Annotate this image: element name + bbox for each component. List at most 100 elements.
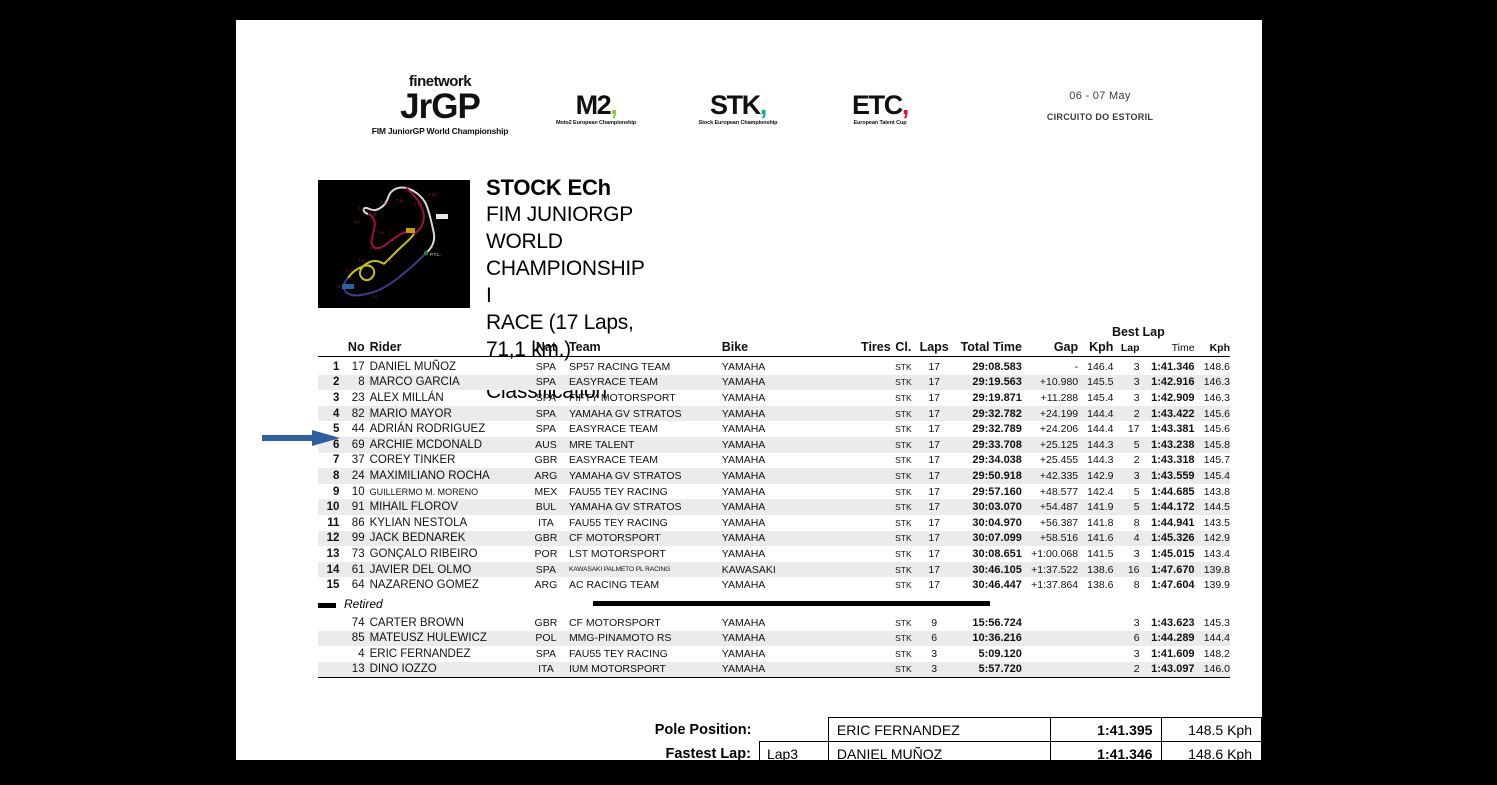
- cell-gap: +1:37.522: [1023, 561, 1083, 578]
- logo-etc-wordmark: ETC,: [852, 90, 909, 120]
- table-head: Best Lap No Rider Nat Team Bike Tires Cl…: [318, 325, 1230, 359]
- cell-bike: YAMAHA: [721, 485, 766, 498]
- cell-nat: ITA: [528, 661, 563, 678]
- pole-position-speed: 148.5 Kph: [1161, 717, 1262, 742]
- table-row[interactable]: 5 44 ADRIÁN RODRIGUEZ SPA EASYRACE TEAM YAMAH…: [318, 421, 1230, 437]
- cell-total-time: 29:33.708: [952, 436, 1024, 453]
- cell-team: AC RACING TEAM: [568, 579, 660, 592]
- cell-bike: YAMAHA: [721, 630, 839, 647]
- svg-text:T 12: T 12: [414, 202, 423, 207]
- cell-number: 13: [344, 661, 370, 678]
- retired-table-row[interactable]: 74 CARTER BROWN GBR CF MOTORSPORT YAMAHA STK 9…: [318, 615, 1230, 631]
- table-row[interactable]: 10 91 MIHAIL FLOROV BUL YAMAHA GV STRATOS YAM…: [318, 499, 1230, 515]
- cell-team: EASYRACE TEAM: [568, 454, 659, 467]
- cell-rider: COREY TINKER: [369, 454, 456, 467]
- cell-number: 91: [344, 499, 370, 515]
- cell-best-lap-time: 1:45.015: [1151, 547, 1195, 560]
- svg-text:T 11: T 11: [396, 198, 404, 203]
- svg-text:T 3: T 3: [358, 258, 364, 263]
- cell-number: 64: [351, 579, 365, 592]
- cell-class: STK: [895, 617, 912, 628]
- pole-position-row: Pole Position: ERIC FERNANDEZ 1:41.395 1…: [634, 717, 1262, 742]
- event-date: 06 - 07 May: [1069, 90, 1131, 102]
- cell-best-lap-time: 1:43.318: [1151, 454, 1195, 467]
- retired-table-row[interactable]: 85 MATEUSZ HULEWICZ POL MMG-PINAMOTO RS YAMA…: [318, 630, 1230, 647]
- cell-bike: YAMAHA: [721, 530, 839, 547]
- table-row[interactable]: 12 99 JACK BEDNAREK GBR CF MOTORSPORT YAMAHA S…: [318, 530, 1230, 547]
- retired-label-cell: Retired: [318, 593, 563, 615]
- cell-tires: [839, 359, 891, 375]
- fastest-lap-time: 1:41.346: [1050, 741, 1163, 766]
- table-row[interactable]: 6 69 ARCHIE MCDONALD AUS MRE TALENT YAMAHA STK…: [318, 436, 1230, 453]
- cell-laps: 17: [916, 561, 953, 578]
- table-row[interactable]: 15 64 NAZARENO GOMEZ ARG AC RACING TEAM YAMAH…: [318, 577, 1230, 593]
- pole-position-time: 1:41.395: [1050, 717, 1163, 742]
- cell-kph: 144.4: [1087, 423, 1114, 436]
- cell-best-lap-time: 1:47.604: [1151, 579, 1195, 592]
- cell-gap: [1024, 615, 1082, 631]
- cell-rider: GUILLERMO M. MORENO: [369, 486, 479, 497]
- cell-kph: 141.5: [1087, 547, 1114, 560]
- classification-table: Best Lap No Rider Nat Team Bike Tires Cl…: [318, 325, 1230, 681]
- cell-number: 73: [351, 547, 365, 560]
- cell-tires: [838, 468, 891, 484]
- cell-kph: [1082, 661, 1114, 678]
- cell-tires: [839, 453, 891, 469]
- fastest-lap-row: Fastest Lap: Lap3 DANIEL MUÑOZ 1:41.346 …: [634, 741, 1262, 766]
- table-row[interactable]: 3 23 ALEX MILLÁN SPA FIFTY MOTORSPORT YAMAHA S…: [318, 390, 1230, 406]
- logo-m2-tagline: Moto2 European Championship: [555, 120, 637, 126]
- table-row[interactable]: 14 61 JAVIER DEL OLMO SPA KAWASAKI PALMETO P…: [318, 561, 1230, 578]
- table-row[interactable]: 11 86 KYLIAN NESTOLA ITA FAU55 TEY RACING YAM…: [318, 515, 1230, 531]
- cell-total-time: 29:57.160: [972, 485, 1022, 498]
- cell-best-lap-number: 16: [1113, 561, 1146, 578]
- cell-kph: 142.4: [1087, 485, 1114, 498]
- table-row[interactable]: 1 17 DANIEL MUÑOZ SPA SP57 RACING TEAM YAMAHA…: [318, 359, 1230, 375]
- cell-class: STK: [890, 530, 917, 547]
- table-row[interactable]: 2 8 MARCO GARCIA SPA EASYRACE TEAM YAMAHA STK 1…: [318, 374, 1230, 391]
- logo-stk-wordmark: STK,: [710, 90, 767, 120]
- cell-class: STK: [895, 361, 912, 372]
- cell-rider: ADRIÁN RODRIGUEZ: [369, 423, 486, 436]
- cell-number: 82: [344, 405, 370, 422]
- cell-bike: YAMAHA: [721, 499, 839, 515]
- cell-number: 8: [344, 374, 370, 391]
- svg-text:T 1: T 1: [338, 284, 344, 289]
- cell-gap: +54.487: [1023, 499, 1083, 515]
- cell-position: 14: [318, 561, 345, 578]
- cell-gap: [1024, 646, 1082, 662]
- retired-separator-row: Retired: [318, 593, 1230, 615]
- cell-nat: ITA: [538, 516, 554, 529]
- retired-table-row[interactable]: 13 DINO IOZZO ITA IUM MOTORSPORT YAMAHA STK 3 5…: [318, 661, 1230, 678]
- cell-class: STK: [895, 455, 912, 466]
- cell-best-lap-kph: 148.2: [1203, 647, 1230, 660]
- cell-bike: YAMAHA: [721, 661, 839, 678]
- logo-m2: M2, Moto2 European Championship: [526, 92, 666, 128]
- cell-tires: [839, 421, 891, 437]
- group-header-row: Best Lap: [318, 325, 1230, 340]
- cell-best-lap-kph: 145.7: [1203, 454, 1230, 467]
- cell-bike: YAMAHA: [721, 423, 766, 436]
- cell-rider: DANIEL MUÑOZ: [369, 360, 457, 373]
- track-map-image: P.T.L. T 13 T 12 T 11 T 10 T 9 T 8 T 7 T…: [318, 180, 470, 308]
- cell-best-lap-kph: 143.4: [1203, 547, 1230, 560]
- table-row[interactable]: 13 73 GONÇALO RIBEIRO POR LST MOTORSPORT YAMA…: [318, 546, 1230, 562]
- col-best-lap-kph: Kph: [1209, 342, 1230, 354]
- table-row[interactable]: 7 37 COREY TINKER GBR EASYRACE TEAM YAMAHA STK…: [318, 453, 1230, 469]
- cell-position: 2: [318, 374, 345, 391]
- retired-table-row[interactable]: 4 ERIC FERNANDEZ SPA FAU55 TEY RACING YAMAHA…: [318, 646, 1230, 662]
- table-row[interactable]: 9 10 GUILLERMO M. MORENO MEX FAU55 TEY RACIN…: [318, 484, 1230, 500]
- cell-rider: JAVIER DEL OLMO: [369, 561, 529, 578]
- cell-nat: ARG: [528, 468, 563, 484]
- cell-gap: +24.199: [1023, 405, 1083, 422]
- cell-bike: YAMAHA: [721, 647, 766, 660]
- retired-rule: [563, 593, 1230, 615]
- cell-best-lap-time: 1:41.609: [1151, 647, 1195, 660]
- cell-gap: +42.335: [1023, 468, 1083, 484]
- table-row[interactable]: 4 82 MARIO MAYOR SPA YAMAHA GV STRATOS YAMAHA…: [318, 405, 1230, 422]
- svg-text:P.T.L.: P.T.L.: [430, 252, 441, 257]
- cell-gap: +11.288: [1040, 391, 1079, 404]
- table-row[interactable]: 8 24 MAXIMILIANO ROCHA ARG YAMAHA GV STRATOS…: [318, 468, 1230, 484]
- cell-nat: ARG: [534, 579, 558, 592]
- cell-rider: NAZARENO GOMEZ: [369, 579, 479, 592]
- logo-jrgp-finetwork: finetwork: [408, 73, 472, 90]
